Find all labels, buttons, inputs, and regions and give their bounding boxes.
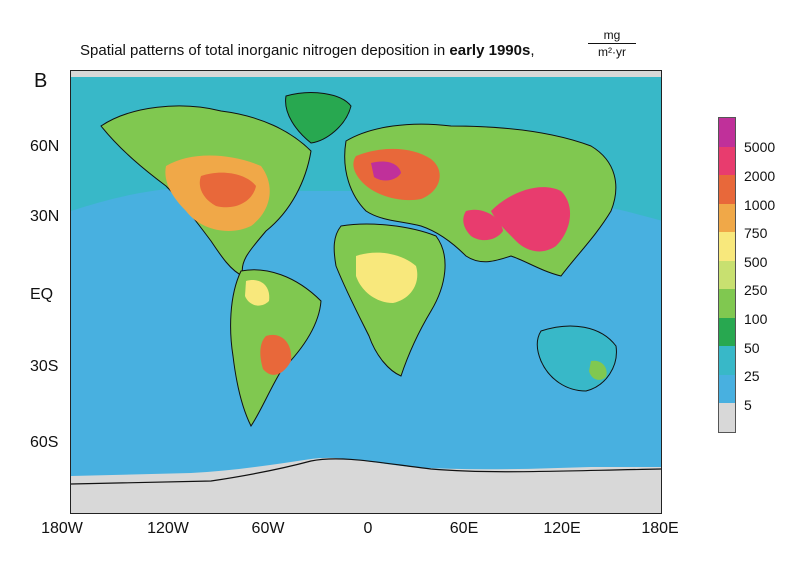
lat-label-eq: EQ [30,286,54,303]
legend-label-250: 250 [744,282,768,298]
legend-label-50: 50 [744,340,760,356]
legend-label-100: 100 [744,311,768,327]
legend-colorbar [718,117,736,433]
colorbar-segment [719,317,735,347]
title-period: early 1990s [449,42,531,59]
legend-label-2000: 2000 [744,168,776,184]
lat-label-30n: 30N [30,208,60,225]
lat-label-60n: 60N [30,138,60,155]
lat-label-30s: 30S [30,358,59,375]
unit-numerator: mg [588,28,636,44]
title-prefix: Spatial patterns of total inorganic nitr… [80,42,450,59]
colorbar-segment [719,232,735,261]
legend-label-1000: 1000 [744,197,776,213]
colorbar-segment [719,118,735,147]
lon-label-120e: 120E [543,520,581,537]
greenland [285,92,352,144]
colorbar-segment [719,289,735,318]
map-svg [71,71,661,513]
east-asia-peak [491,187,571,252]
colorbar-segment [719,203,735,233]
colorbar-segment [719,260,735,290]
lon-label-0: 0 [363,520,373,537]
legend-label-750: 750 [744,225,768,241]
arctic-strip [71,71,661,77]
unit-fraction: mg m²·yr [588,28,636,59]
south-america-peak [260,334,292,375]
world-map [70,70,662,514]
lon-label-60w: 60W [251,520,285,537]
europe-max [371,161,401,181]
south-asia-peak [463,209,503,241]
lon-label-180w: 180W [41,520,83,537]
antarctica-coast [71,458,661,485]
colorbar-segment [719,146,735,176]
legend-label-5: 5 [744,397,752,413]
colorbar-segment [719,374,735,404]
colorbar-segment [719,175,735,204]
lon-label-120w: 120W [147,520,189,537]
lat-label-60s: 60S [30,434,59,451]
australia-east [589,360,607,380]
panel-label: B [34,70,48,92]
unit-denominator: m²·yr [598,45,626,59]
south-america-north-high [245,280,270,306]
legend-label-500: 500 [744,254,768,270]
colorbar-segment [719,346,735,375]
legend-label-5000: 5000 [744,139,776,155]
north-america-peak [199,172,256,208]
lon-label-60e: 60E [449,520,479,537]
lon-label-180e: 180E [641,520,679,537]
figure-title: Spatial patterns of total inorganic nitr… [80,42,535,59]
colorbar-segment [719,403,735,433]
legend-label-25: 25 [744,368,760,384]
africa-high [356,252,418,303]
title-suffix: , [530,42,535,59]
